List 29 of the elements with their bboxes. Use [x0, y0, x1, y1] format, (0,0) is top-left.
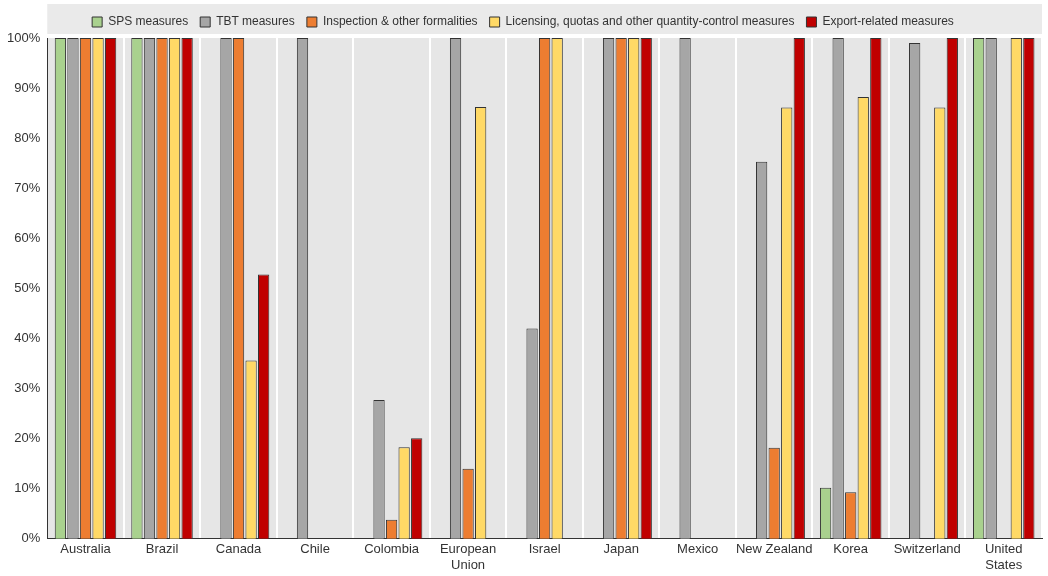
y-tick-label: 0% — [21, 530, 41, 546]
legend-label: SPS measures — [108, 14, 189, 29]
x-tick-label: Switzerland — [893, 541, 961, 557]
y-tick-label: 20% — [14, 430, 41, 446]
x-tick-label: United States — [984, 541, 1023, 572]
x-tick-label: New Zealand — [735, 541, 813, 557]
legend-label: TBT measures — [216, 14, 295, 29]
x-tick-label: Canada — [215, 541, 263, 557]
x-tick-label: Israel — [528, 541, 561, 557]
x-tick-label: Australia — [60, 541, 112, 557]
y-tick-label: 40% — [14, 330, 41, 346]
x-tick-label: Mexico — [677, 541, 719, 557]
y-tick-label: 80% — [14, 129, 41, 145]
y-tick-label: 70% — [14, 179, 41, 195]
x-tick-label: Japan — [603, 541, 639, 557]
y-tick-label: 10% — [14, 480, 41, 496]
legend-label: Export-related measures — [822, 14, 954, 29]
legend-label: Inspection & other formalities — [322, 14, 478, 29]
y-tick-label: 50% — [14, 279, 41, 295]
y-tick-label: 30% — [14, 380, 41, 396]
x-tick-label: Korea — [833, 541, 869, 557]
x-tick-label: Chile — [300, 541, 330, 557]
y-tick-label: 100% — [7, 29, 41, 45]
legend-label: Licensing, quotas and other quantity-control measures — [505, 14, 795, 29]
x-tick-label: Brazil — [145, 541, 179, 557]
x-tick-label: Colombia — [364, 541, 420, 557]
x-tick-label: European Union — [439, 541, 497, 572]
y-tick-label: 90% — [14, 79, 41, 95]
y-tick-label: 60% — [14, 229, 41, 245]
